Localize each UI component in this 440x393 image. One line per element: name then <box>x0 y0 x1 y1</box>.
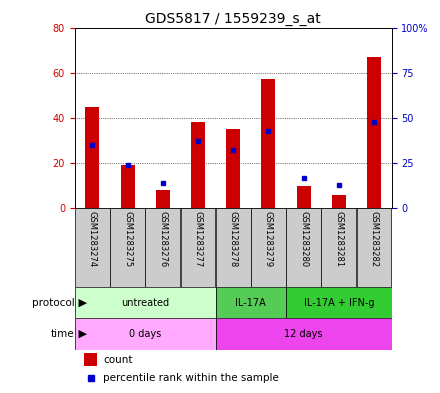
Bar <box>226 129 240 208</box>
Bar <box>216 318 392 349</box>
Bar <box>145 208 180 287</box>
Text: GSM1283279: GSM1283279 <box>264 211 273 268</box>
Bar <box>286 287 392 318</box>
Bar <box>216 287 286 318</box>
Text: IL-17A + IFN-g: IL-17A + IFN-g <box>304 298 374 308</box>
Text: IL-17A: IL-17A <box>235 298 266 308</box>
Bar <box>261 79 275 208</box>
Bar <box>85 107 99 208</box>
Text: GSM1283274: GSM1283274 <box>88 211 97 268</box>
Bar <box>156 190 170 208</box>
Bar <box>75 208 110 287</box>
Bar <box>356 208 392 287</box>
Bar <box>251 208 286 287</box>
Bar <box>367 57 381 208</box>
Text: 0 days: 0 days <box>129 329 161 339</box>
Bar <box>191 122 205 208</box>
Text: time: time <box>51 329 75 339</box>
Text: GSM1283280: GSM1283280 <box>299 211 308 268</box>
Text: untreated: untreated <box>121 298 169 308</box>
Bar <box>121 165 135 208</box>
Bar <box>297 185 311 208</box>
Bar <box>332 195 346 208</box>
Text: GSM1283278: GSM1283278 <box>229 211 238 268</box>
Bar <box>286 208 321 287</box>
Text: GSM1283276: GSM1283276 <box>158 211 167 268</box>
Text: GSM1283281: GSM1283281 <box>334 211 343 268</box>
Title: GDS5817 / 1559239_s_at: GDS5817 / 1559239_s_at <box>145 13 321 26</box>
Text: GSM1283275: GSM1283275 <box>123 211 132 268</box>
Text: percentile rank within the sample: percentile rank within the sample <box>103 373 279 383</box>
Text: protocol: protocol <box>32 298 75 308</box>
Text: GSM1283282: GSM1283282 <box>370 211 378 268</box>
Bar <box>180 208 216 287</box>
Bar <box>75 318 216 349</box>
Text: 12 days: 12 days <box>284 329 323 339</box>
Bar <box>84 353 97 366</box>
Bar <box>216 208 251 287</box>
Text: ▶: ▶ <box>75 329 87 339</box>
Text: ▶: ▶ <box>75 298 87 308</box>
Text: count: count <box>103 355 133 365</box>
Text: GSM1283277: GSM1283277 <box>194 211 202 268</box>
Bar <box>321 208 356 287</box>
Bar <box>110 208 145 287</box>
Bar <box>75 287 216 318</box>
